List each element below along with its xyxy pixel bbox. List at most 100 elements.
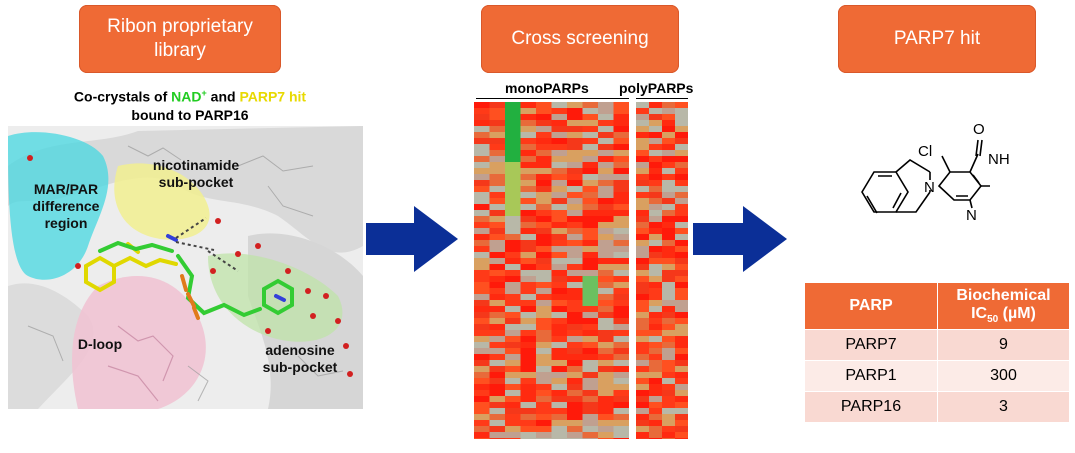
heatmap-cell bbox=[505, 426, 521, 432]
heatmap-cell bbox=[474, 294, 490, 300]
heatmap-cell bbox=[662, 192, 675, 198]
heatmap-cell bbox=[536, 258, 552, 264]
heatmap-cell bbox=[598, 330, 614, 336]
heatmap-cell bbox=[582, 114, 598, 120]
heatmap-cell bbox=[567, 264, 583, 270]
heatmap-cell bbox=[582, 306, 598, 312]
heatmap-cell bbox=[613, 186, 629, 192]
heatmap-cell bbox=[489, 342, 505, 348]
heatmap-cell bbox=[649, 288, 662, 294]
heatmap-cell bbox=[582, 330, 598, 336]
heatmap-cell bbox=[536, 348, 552, 354]
heatmap-cell bbox=[582, 132, 598, 138]
heatmap-cell bbox=[489, 180, 505, 186]
heatmap-cell bbox=[613, 108, 629, 114]
heatmap-cell bbox=[582, 174, 598, 180]
heatmap-cell bbox=[675, 312, 688, 318]
heatmap-cell bbox=[520, 132, 536, 138]
heatmap-cell bbox=[551, 318, 567, 324]
heatmap-cell bbox=[636, 198, 649, 204]
heatmap-cell bbox=[649, 264, 662, 270]
heatmap-cell bbox=[551, 222, 567, 228]
heatmap-cell bbox=[613, 240, 629, 246]
col-ic50-header-line1: Biochemical bbox=[956, 287, 1051, 304]
heatmap-cell bbox=[551, 384, 567, 390]
heatmap-cell bbox=[662, 330, 675, 336]
heatmap-cell bbox=[613, 252, 629, 258]
heatmap-cell bbox=[598, 252, 614, 258]
heatmap-cell bbox=[551, 306, 567, 312]
heatmap-cell bbox=[505, 342, 521, 348]
heatmap-cell bbox=[536, 312, 552, 318]
heatmap-cell bbox=[613, 120, 629, 126]
heatmap-cell bbox=[598, 342, 614, 348]
heatmap-cell bbox=[636, 156, 649, 162]
heatmap-cell bbox=[505, 222, 521, 228]
heatmap-cell bbox=[567, 132, 583, 138]
heatmap-cell bbox=[675, 138, 688, 144]
heatmap-cell bbox=[536, 222, 552, 228]
heatmap-cell bbox=[662, 216, 675, 222]
heatmap-cell bbox=[598, 318, 614, 324]
heatmap-cell bbox=[675, 252, 688, 258]
heatmap-cell bbox=[489, 366, 505, 372]
heatmap-cell bbox=[520, 192, 536, 198]
heatmap-cell bbox=[551, 264, 567, 270]
heatmap-cell bbox=[567, 180, 583, 186]
heatmap-cell bbox=[489, 192, 505, 198]
heatmap-cell bbox=[520, 378, 536, 384]
heatmap-cell bbox=[567, 228, 583, 234]
heatmap-cell bbox=[551, 426, 567, 432]
heatmap-cell bbox=[505, 282, 521, 288]
atom-cl: Cl bbox=[918, 143, 932, 160]
heatmap-cell bbox=[474, 120, 490, 126]
heatmap-cell bbox=[649, 204, 662, 210]
heatmap-cell bbox=[649, 312, 662, 318]
heatmap-cell bbox=[567, 414, 583, 420]
heatmap-cell bbox=[474, 312, 490, 318]
heatmap-cell bbox=[636, 258, 649, 264]
heatmap-cell bbox=[582, 120, 598, 126]
heatmap-cell bbox=[636, 312, 649, 318]
heatmap-cell bbox=[649, 414, 662, 420]
heatmap-cell bbox=[662, 144, 675, 150]
heatmap-cell bbox=[675, 234, 688, 240]
heatmap-cell bbox=[675, 366, 688, 372]
heatmap-cell bbox=[489, 156, 505, 162]
heatmap-cell bbox=[675, 294, 688, 300]
heatmap-cell bbox=[582, 222, 598, 228]
heatmap-cell bbox=[505, 258, 521, 264]
heatmap-cell bbox=[567, 342, 583, 348]
heatmap-cell bbox=[567, 294, 583, 300]
heatmap-cell bbox=[675, 282, 688, 288]
heatmap-cell bbox=[536, 138, 552, 144]
heatmap-cell bbox=[536, 108, 552, 114]
heatmap-cell bbox=[662, 228, 675, 234]
caption-line-1: Co-crystals of NAD+ and PARP7 hit bbox=[20, 84, 360, 106]
heatmap-cell bbox=[649, 216, 662, 222]
heatmap-cell bbox=[551, 204, 567, 210]
heatmap-cell bbox=[636, 432, 649, 438]
heatmap-cell bbox=[598, 354, 614, 360]
heatmap-cell bbox=[636, 420, 649, 426]
heatmap-cell bbox=[474, 318, 490, 324]
heatmap-cell bbox=[474, 246, 490, 252]
heatmap-cell bbox=[613, 216, 629, 222]
heatmap-cell bbox=[474, 438, 490, 439]
heatmap-cell bbox=[662, 270, 675, 276]
heatmap-cell bbox=[567, 378, 583, 384]
heatmap-cell bbox=[675, 174, 688, 180]
heatmap-cell bbox=[613, 324, 629, 330]
heatmap-cell bbox=[520, 216, 536, 222]
heatmap-cell bbox=[649, 396, 662, 402]
heatmap-cell bbox=[636, 168, 649, 174]
heatmap-cell bbox=[567, 114, 583, 120]
heatmap-cell bbox=[598, 210, 614, 216]
heatmap-cell bbox=[567, 222, 583, 228]
heatmap-cell bbox=[489, 144, 505, 150]
heatmap-cell bbox=[520, 210, 536, 216]
heatmap-cell bbox=[489, 204, 505, 210]
heatmap-cell bbox=[489, 108, 505, 114]
heatmap-cell bbox=[582, 198, 598, 204]
heatmap-cell bbox=[551, 342, 567, 348]
